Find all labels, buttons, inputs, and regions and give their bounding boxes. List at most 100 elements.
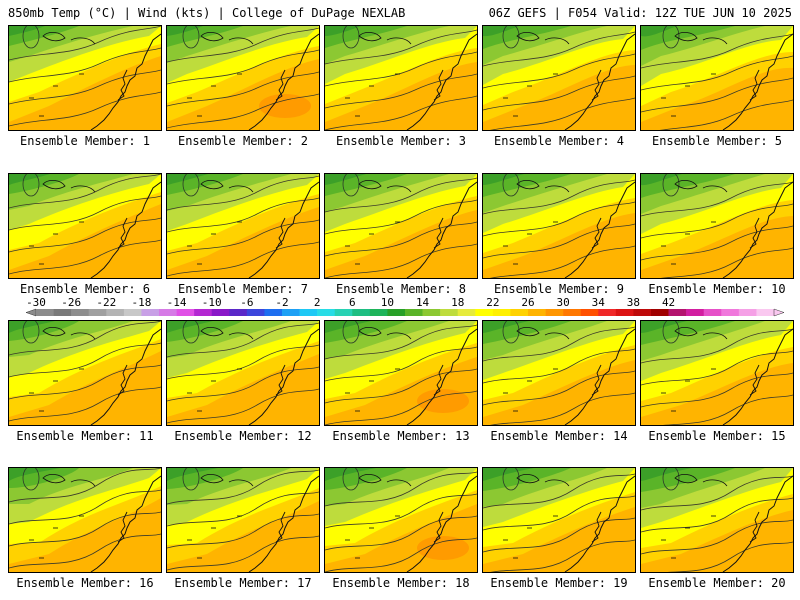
ensemble-member-label: Ensemble Member: 2 (177, 134, 309, 148)
ensemble-map-panel (640, 173, 794, 279)
temperature-map (9, 26, 161, 130)
ensemble-map-panel (482, 467, 636, 573)
colorbar-segment (492, 309, 511, 316)
ensemble-map-panel (324, 25, 478, 131)
temperature-map (9, 321, 161, 425)
colorbar-right-arrow (773, 308, 785, 317)
ensemble-member-label: Ensemble Member: 14 (490, 429, 628, 443)
colorbar-tick-label: 34 (592, 296, 606, 309)
colorbar-segment (352, 309, 371, 316)
ensemble-member-label: Ensemble Member: 7 (177, 282, 309, 296)
temperature-map (325, 468, 477, 572)
ensemble-member-label: Ensemble Member: 12 (174, 429, 312, 443)
colorbar-segment (580, 309, 599, 316)
temperature-map (167, 321, 319, 425)
ensemble-member-label: Ensemble Member: 20 (648, 576, 786, 590)
colorbar-segment (563, 309, 582, 316)
colorbar-segment (651, 309, 669, 316)
colorbar-tick-label: 30 (557, 296, 570, 309)
colorbar-tick-label: 6 (349, 296, 356, 309)
colorbar-segment (211, 309, 230, 316)
colorbar-segment (88, 309, 107, 316)
ensemble-member-label: Ensemble Member: 11 (16, 429, 154, 443)
colorbar-tick-label: -2 (275, 296, 288, 309)
colorbar-segment (756, 309, 775, 316)
ensemble-map-panel (640, 320, 794, 426)
colorbar-segment (141, 309, 160, 316)
temperature-map (641, 174, 793, 278)
temperature-map (9, 468, 161, 572)
colorbar-segment (633, 309, 652, 316)
ensemble-map-panel (8, 320, 162, 426)
colorbar-tick-label: 22 (486, 296, 499, 309)
colorbar-segment (71, 309, 90, 316)
ensemble-member-label: Ensemble Member: 8 (335, 282, 467, 296)
ensemble-map-panel (482, 25, 636, 131)
ensemble-member-label: Ensemble Member: 15 (648, 429, 786, 443)
colorbar-segment (422, 309, 441, 316)
colorbar-left-arrow (25, 308, 37, 317)
colorbar-tick-label: 14 (416, 296, 430, 309)
ensemble-member-label: Ensemble Member: 4 (493, 134, 625, 148)
colorbar-segment (668, 309, 687, 316)
colorbar-segment (528, 309, 546, 316)
colorbar-segment (36, 309, 54, 316)
colorbar-tick-label: -26 (61, 296, 81, 309)
ensemble-member-label: Ensemble Member: 17 (174, 576, 312, 590)
colorbar-tick-label: 26 (521, 296, 534, 309)
ensemble-member-label: Ensemble Member: 10 (648, 282, 786, 296)
colorbar-tick-label: -30 (26, 296, 46, 309)
temperature-map (641, 26, 793, 130)
ensemble-map-panel (8, 173, 162, 279)
colorbar-segment (53, 309, 72, 316)
colorbar-tick-label: 18 (451, 296, 464, 309)
colorbar-segment (721, 309, 740, 316)
ensemble-map-panel (640, 467, 794, 573)
ensemble-member-label: Ensemble Member: 18 (332, 576, 470, 590)
colorbar-segment (545, 309, 564, 316)
colorbar-segment (369, 309, 388, 316)
colorbar-segment (229, 309, 248, 316)
colorbar-segment (703, 309, 722, 316)
ensemble-member-label: Ensemble Member: 16 (16, 576, 154, 590)
temperature-map (167, 26, 319, 130)
ensemble-member-label: Ensemble Member: 3 (335, 134, 467, 148)
ensemble-map-panel (482, 320, 636, 426)
colorbar-segment (598, 309, 617, 316)
colorbar-segment (457, 309, 476, 316)
ensemble-map-panel (640, 25, 794, 131)
temperature-colorbar: -30 -26 -22 -18 -14 -10 -6 -2 2 6 10 14 18 22 26 30 34 38… (25, 296, 785, 317)
colorbar-tick-label: 38 (627, 296, 640, 309)
colorbar-segment (159, 309, 177, 316)
temperature-map (641, 321, 793, 425)
colorbar-tick-label: 2 (314, 296, 321, 309)
temperature-map (483, 468, 635, 572)
temperature-map (483, 26, 635, 130)
colorbar-segment (686, 309, 705, 316)
temperature-map (325, 26, 477, 130)
ensemble-map-panel (324, 173, 478, 279)
colorbar-tick-label: -14 (167, 296, 187, 309)
colorbar-segment (738, 309, 757, 316)
colorbar-tick-label: -22 (96, 296, 116, 309)
colorbar-tick-label: -6 (240, 296, 253, 309)
ensemble-map-panel (166, 25, 320, 131)
colorbar-tick-label: 42 (662, 296, 675, 309)
colorbar-segment (510, 309, 529, 316)
colorbar-segment (440, 309, 459, 316)
ensemble-map-panel (482, 173, 636, 279)
colorbar-tick-label: -18 (131, 296, 151, 309)
ensemble-map-panel (166, 173, 320, 279)
ensemble-map-panel (324, 320, 478, 426)
temperature-map (641, 468, 793, 572)
colorbar-segment (176, 309, 195, 316)
ensemble-map-panel (166, 320, 320, 426)
colorbar-segment (282, 309, 300, 316)
colorbar-segment (615, 309, 634, 316)
colorbar-tick-label: -10 (202, 296, 222, 309)
temperature-map (167, 174, 319, 278)
colorbar-tick-label: 10 (381, 296, 394, 309)
ensemble-map-panel (166, 467, 320, 573)
colorbar-segment (264, 309, 283, 316)
temperature-map (325, 321, 477, 425)
